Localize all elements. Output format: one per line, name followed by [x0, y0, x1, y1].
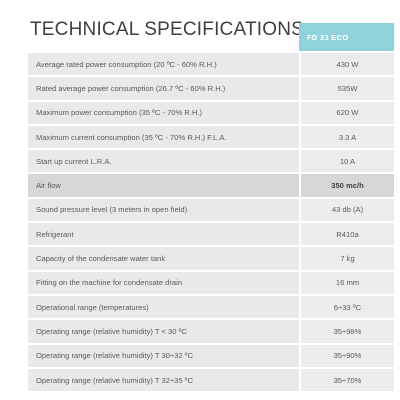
spec-label: Maximum power consumption (35 ºC - 70% R… [28, 101, 299, 124]
spec-label: Operating range (relative humidity) T 30… [28, 344, 299, 367]
spec-value: 35÷98% [299, 320, 394, 343]
spec-label: Operating range (relative humidity) T < … [28, 320, 299, 343]
spec-label: Fitting on the machine for condensate dr… [28, 271, 299, 294]
page-title: TECHNICAL SPECIFICATIONS [30, 18, 305, 40]
spec-value: 16 mm [299, 271, 394, 294]
table-row: Fitting on the machine for condensate dr… [28, 271, 394, 294]
table-row: Operating range (relative humidity) T 32… [28, 368, 394, 392]
table-row: Operating range (relative humidity) T 30… [28, 344, 394, 367]
spec-value: 6÷33 ºC [299, 295, 394, 319]
spec-value: 350 mc/h [299, 174, 394, 197]
spec-label: Maximum current consumption (35 ºC - 70%… [28, 125, 299, 149]
header-blank-cell [28, 23, 299, 51]
spec-value: R410a [299, 223, 394, 246]
spec-label: Operating range (relative humidity) T 32… [28, 368, 299, 392]
spec-label: Refrigerant [28, 223, 299, 246]
spec-value: 35÷70% [299, 368, 394, 392]
spec-label: Air flow [28, 174, 299, 197]
spec-label: Operational range (temperatures) [28, 295, 299, 319]
spec-value: 43 db (A) [299, 198, 394, 222]
spec-value: 620 W [299, 101, 394, 124]
table-row: Maximum current consumption (35 ºC - 70%… [28, 125, 394, 149]
model-header: FD 33 ECO [299, 23, 394, 51]
spec-value: 430 W [299, 53, 394, 76]
table-row: Capacity of the condensate water tank 7 … [28, 247, 394, 270]
table-row-air-flow: Air flow 350 mc/h [28, 174, 394, 197]
table-row: Maximum power consumption (35 ºC - 70% R… [28, 101, 394, 124]
table-row: Average rated power consumption (20 ºC -… [28, 53, 394, 76]
spec-label: Average rated power consumption (20 ºC -… [28, 53, 299, 76]
table-row: Start up current L.R.A. 10 A [28, 150, 394, 173]
spec-value: 35÷90% [299, 344, 394, 367]
spec-value: 535W [299, 77, 394, 100]
table-row: Operational range (temperatures) 6÷33 ºC [28, 295, 394, 319]
table-row: Operating range (relative humidity) T < … [28, 320, 394, 343]
spec-value: 3.3 A [299, 125, 394, 149]
spec-label: Start up current L.R.A. [28, 150, 299, 173]
spec-label: Sound pressure level (3 meters in open f… [28, 198, 299, 222]
table-row: Sound pressure level (3 meters in open f… [28, 198, 394, 222]
table-header-row: FD 33 ECO [28, 23, 394, 51]
spec-label: Rated average power consumption (26.7 ºC… [28, 77, 299, 100]
table-row: Rated average power consumption (26.7 ºC… [28, 77, 394, 100]
spec-label: Capacity of the condensate water tank [28, 247, 299, 270]
spec-value: 7 kg [299, 247, 394, 270]
table-row: Refrigerant R410a [28, 223, 394, 246]
spec-table: FD 33 ECO Average rated power consumptio… [28, 21, 394, 393]
spec-value: 10 A [299, 150, 394, 173]
